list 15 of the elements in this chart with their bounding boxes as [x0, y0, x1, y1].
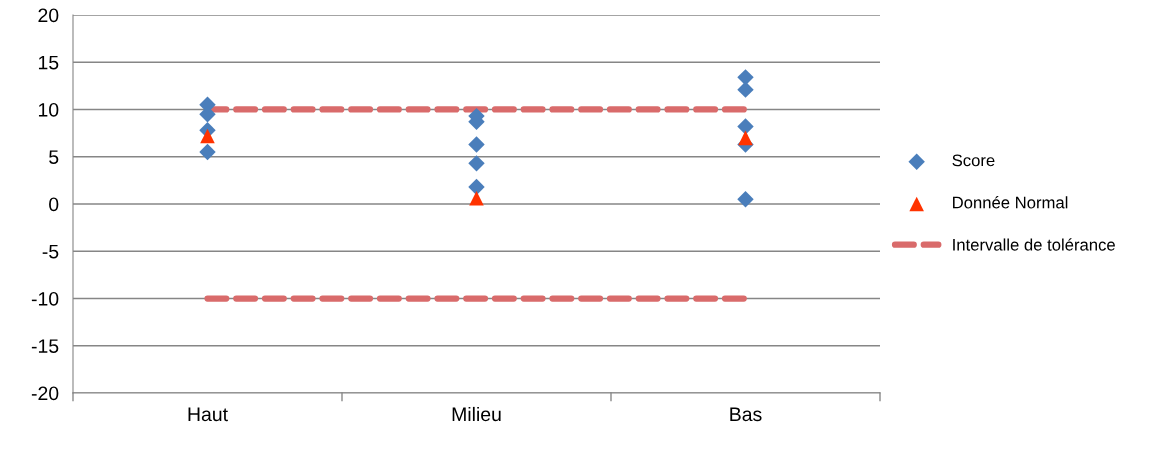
- y-tick-label: 0: [49, 197, 59, 212]
- y-tick-label: -10: [31, 291, 59, 306]
- x-tick-label: Bas: [730, 407, 762, 422]
- legend-label: Score: [952, 154, 995, 167]
- y-tick-label: -5: [42, 244, 59, 259]
- y-tick-label: 15: [38, 55, 59, 70]
- y-tick-label: 10: [38, 102, 59, 117]
- y-tick-label: 20: [38, 8, 59, 23]
- legend-label: Intervalle de tolérance: [953, 238, 1115, 251]
- x-tick-label: Milieu: [452, 406, 501, 422]
- y-tick-label: -20: [31, 386, 59, 401]
- x-tick-label: Haut: [188, 407, 228, 422]
- y-tick-label: 5: [49, 150, 59, 164]
- legend-label: Donnée Normal: [953, 196, 1068, 209]
- y-tick-label: -15: [31, 339, 59, 353]
